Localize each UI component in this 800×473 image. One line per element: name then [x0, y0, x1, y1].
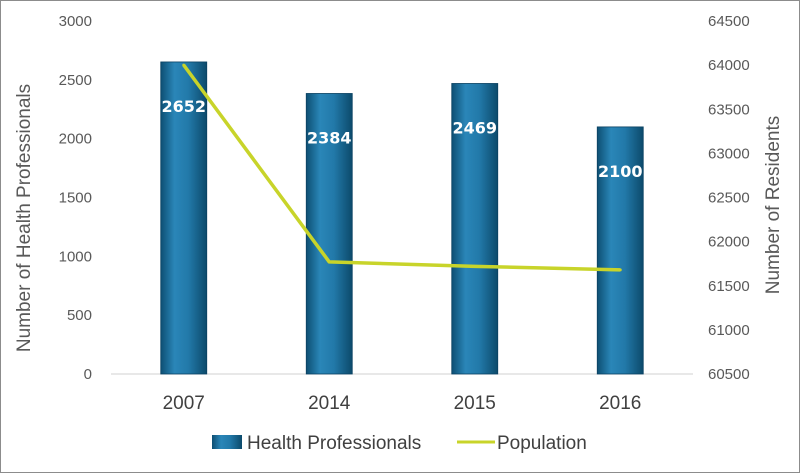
legend-label-health-professionals: Health Professionals [247, 433, 421, 454]
legend-swatch-health-professionals [212, 435, 242, 449]
y2-tick-label: 63500 [708, 101, 750, 118]
y-tick-label: 500 [67, 307, 92, 324]
population-point-2007 [182, 63, 186, 67]
bar-2007 [160, 61, 208, 375]
y-tick-label: 2500 [59, 72, 92, 89]
data-label-2016: 2100 [598, 162, 643, 181]
bar-2014 [305, 93, 353, 375]
line-series [182, 63, 622, 272]
legend-label-population: Population [497, 433, 587, 454]
x-axis-ticks: 2007 2014 2015 2016 [163, 393, 642, 414]
data-label-2007: 2652 [161, 97, 206, 116]
y2-tick-label: 62000 [708, 234, 750, 251]
y2-tick-label: 61000 [708, 322, 750, 339]
y-axis-title: Number of Health Professionals [14, 84, 35, 352]
y-tick-label: 1000 [59, 248, 92, 265]
population-point-2014 [327, 260, 331, 264]
bar-2015 [451, 83, 499, 375]
data-label-2014: 2384 [307, 128, 352, 147]
y-tick-label: 0 [84, 366, 92, 383]
bar-series [160, 61, 644, 375]
x-tick-label: 2014 [308, 393, 351, 414]
legend: Health Professionals Population [212, 433, 587, 454]
data-labels: 2652 2384 2469 2100 [161, 97, 642, 181]
data-label-2015: 2469 [452, 118, 497, 137]
x-tick-label: 2015 [454, 393, 496, 414]
bar-2016 [596, 126, 644, 375]
y-tick-label: 3000 [59, 13, 92, 30]
x-tick-label: 2016 [599, 393, 641, 414]
y2-tick-label: 64000 [708, 57, 750, 74]
x-tick-label: 2007 [163, 393, 205, 414]
population-point-2016 [618, 268, 622, 272]
y-axis-ticks: 0 500 1000 1500 2000 2500 3000 [59, 13, 92, 383]
y2-tick-label: 64500 [708, 13, 750, 30]
y2-axis-ticks: 60500 61000 61500 62000 62500 63000 63500 64000… [708, 13, 750, 383]
y-tick-label: 1500 [59, 190, 92, 207]
y2-axis-title: Number of Residents [763, 116, 784, 294]
y2-tick-label: 60500 [708, 366, 750, 383]
y2-tick-label: 61500 [708, 278, 750, 295]
y-tick-label: 2000 [59, 131, 92, 148]
population-point-2015 [473, 264, 477, 268]
y2-tick-label: 62500 [708, 190, 750, 207]
population-line [182, 64, 621, 272]
y2-tick-label: 63000 [708, 145, 750, 162]
